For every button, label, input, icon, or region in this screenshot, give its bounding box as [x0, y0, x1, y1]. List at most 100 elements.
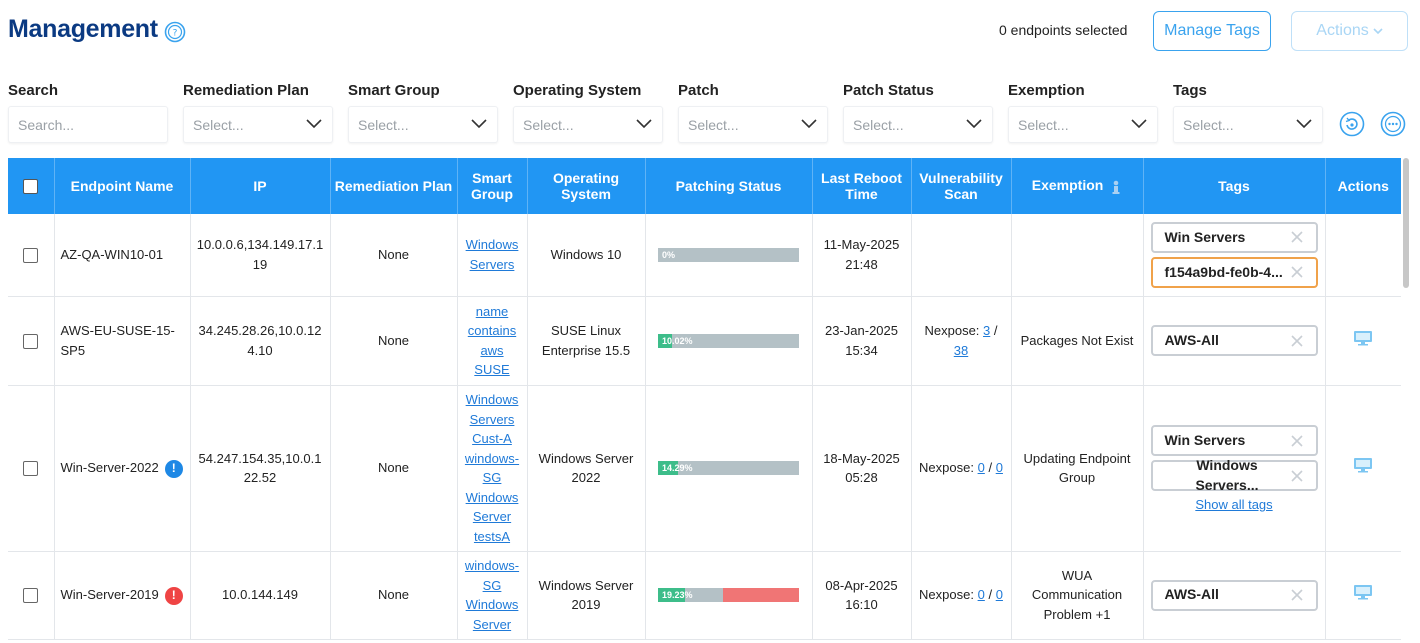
info-badge-icon[interactable]: ! — [164, 459, 183, 478]
patch-status-select[interactable]: Select... — [843, 106, 993, 143]
smart-group-select[interactable]: Select... — [348, 106, 498, 143]
chevron-down-icon — [306, 119, 322, 129]
smart-group-link[interactable]: Windows Server — [465, 597, 519, 632]
select-all-checkbox[interactable] — [23, 179, 39, 195]
last-reboot-cell: 23-Jan-2025 15:34 — [812, 296, 912, 386]
actions-button[interactable]: Actions — [1291, 11, 1408, 51]
tag-chip[interactable]: Windows Servers... — [1150, 457, 1318, 493]
show-all-tags-link[interactable]: Show all tags — [1195, 497, 1273, 513]
filter-label-smart-group: Smart Group — [348, 82, 440, 99]
row-checkbox[interactable] — [23, 248, 39, 264]
header-smart-group[interactable]: Smart Group — [457, 158, 528, 214]
row-checkbox[interactable] — [23, 333, 39, 349]
exemption-cell: Updating Endpoint Group — [1011, 385, 1144, 552]
header-tags[interactable]: Tags — [1143, 158, 1326, 214]
remote-desktop-icon[interactable] — [1353, 584, 1373, 600]
header-remediation-plan[interactable]: Remediation Plan — [330, 158, 458, 214]
endpoint-name-cell[interactable]: Win-Server-2019! — [54, 551, 191, 640]
select-placeholder: Select... — [1018, 116, 1069, 133]
smart-group-cell: windows-SG Windows Server — [457, 551, 528, 640]
close-icon[interactable] — [1290, 434, 1304, 448]
smart-group-link[interactable]: Windows Server testsA — [465, 489, 519, 544]
exemption-cell — [1011, 214, 1144, 297]
smart-group-link[interactable]: Windows Servers — [465, 392, 519, 427]
patching-progress-bar: 14.29% — [658, 461, 799, 475]
endpoint-name[interactable]: AWS-EU-SUSE-15-SP5 — [54, 296, 191, 386]
tag-chip[interactable]: AWS-All — [1150, 325, 1318, 356]
close-icon[interactable] — [1290, 334, 1304, 348]
header-last-reboot[interactable]: Last Reboot Time — [812, 158, 912, 214]
close-icon[interactable] — [1290, 588, 1304, 602]
refresh-icon[interactable] — [1339, 111, 1365, 137]
filter-label-tags: Tags — [1173, 82, 1207, 99]
help-icon[interactable]: ? — [164, 21, 186, 43]
tag-label: f154a9bd-fe0b-4... — [1164, 263, 1283, 280]
actions-cell — [1325, 296, 1401, 386]
patched-fill — [658, 333, 673, 348]
tag-label: AWS-All — [1164, 331, 1219, 348]
header-vulnerability-scan[interactable]: Vulnerability Scan — [911, 158, 1012, 214]
row-select[interactable] — [8, 296, 55, 386]
error-badge-icon[interactable]: ! — [164, 586, 183, 605]
header-endpoint-name[interactable]: Endpoint Name — [54, 158, 191, 214]
scan-total-link[interactable]: 38 — [953, 342, 969, 358]
tags-cell: Win Servers f154a9bd-fe0b-4... — [1143, 214, 1326, 297]
vuln-scan-cell: Nexpose: 0 / 0 — [911, 385, 1012, 552]
tag-chip[interactable]: Win Servers — [1150, 221, 1318, 253]
scan-total-link[interactable]: 0 — [995, 460, 1003, 476]
tag-chip[interactable]: f154a9bd-fe0b-4... — [1150, 256, 1318, 288]
remote-desktop-icon[interactable] — [1353, 330, 1373, 346]
smart-group-link[interactable]: Cust-A — [472, 431, 512, 446]
patch-select[interactable]: Select... — [678, 106, 828, 143]
remediation-plan-select[interactable]: Select... — [183, 106, 333, 143]
endpoint-name[interactable]: Win-Server-2019 — [60, 587, 159, 603]
tag-chip[interactable]: AWS-All — [1150, 579, 1318, 611]
header-operating-system[interactable]: Operating System — [527, 158, 646, 214]
exemption-select[interactable]: Select... — [1008, 106, 1158, 143]
row-select[interactable] — [8, 214, 55, 297]
info-icon[interactable] — [1110, 179, 1122, 195]
scan-count-link[interactable]: 0 — [977, 587, 985, 603]
endpoint-name-cell[interactable]: Win-Server-2022! — [54, 385, 191, 552]
patching-status-cell: 0% — [645, 214, 813, 297]
patching-status-cell: 19.23% — [645, 551, 813, 640]
header-exemption[interactable]: Exemption — [1011, 158, 1144, 214]
close-icon[interactable] — [1290, 469, 1304, 483]
tag-label: Win Servers — [1164, 432, 1246, 448]
table-row[interactable]: AZ-QA-WIN10-01 10.0.0.6,134.149.17.1 19 … — [8, 214, 1401, 297]
filter-label-operating-system: Operating System — [513, 82, 642, 99]
scan-total-link[interactable]: 0 — [995, 587, 1003, 603]
close-icon[interactable] — [1290, 265, 1304, 279]
smart-group-link[interactable]: name contains aws SUSE — [467, 303, 517, 378]
actions-cell — [1325, 385, 1401, 552]
row-checkbox[interactable] — [23, 461, 39, 477]
header-patching-status[interactable]: Patching Status — [645, 158, 813, 214]
smart-group-link[interactable]: windows-SG — [464, 558, 520, 593]
smart-group-link[interactable]: windows-SG — [464, 450, 520, 486]
operating-system-select[interactable]: Select... — [513, 106, 663, 143]
row-select[interactable] — [8, 385, 55, 552]
remote-desktop-icon[interactable] — [1353, 457, 1373, 473]
row-select[interactable] — [8, 551, 55, 640]
more-options-icon[interactable] — [1380, 111, 1406, 137]
search-input[interactable]: Search... — [8, 106, 168, 143]
smart-group-link[interactable]: Windows Servers — [465, 237, 519, 272]
endpoint-name[interactable]: Win-Server-2022 — [60, 460, 159, 476]
endpoint-name[interactable]: AZ-QA-WIN10-01 — [54, 214, 191, 297]
select-placeholder: Select... — [358, 116, 409, 133]
scan-count-link[interactable]: 3 — [983, 323, 991, 338]
select-all-header[interactable] — [8, 158, 55, 214]
close-icon[interactable] — [1290, 230, 1304, 244]
patched-fill — [658, 461, 679, 475]
table-row[interactable]: Win-Server-2022! 54.247.154.35,10.0.1 22… — [8, 385, 1401, 552]
tag-chip[interactable]: Win Servers — [1150, 425, 1318, 457]
scan-count-link[interactable]: 0 — [977, 460, 985, 476]
table-row[interactable]: Win-Server-2019! 10.0.144.149 None windo… — [8, 551, 1401, 640]
table-row[interactable]: AWS-EU-SUSE-15-SP5 34.245.28.26,10.0.12 … — [8, 296, 1401, 386]
row-checkbox[interactable] — [23, 588, 39, 604]
tags-select[interactable]: Select... — [1173, 106, 1323, 143]
manage-tags-button[interactable]: Manage Tags — [1153, 11, 1271, 51]
header-ip[interactable]: IP — [190, 158, 331, 214]
patched-fill — [658, 588, 686, 602]
table-scrollbar[interactable] — [1403, 158, 1409, 288]
